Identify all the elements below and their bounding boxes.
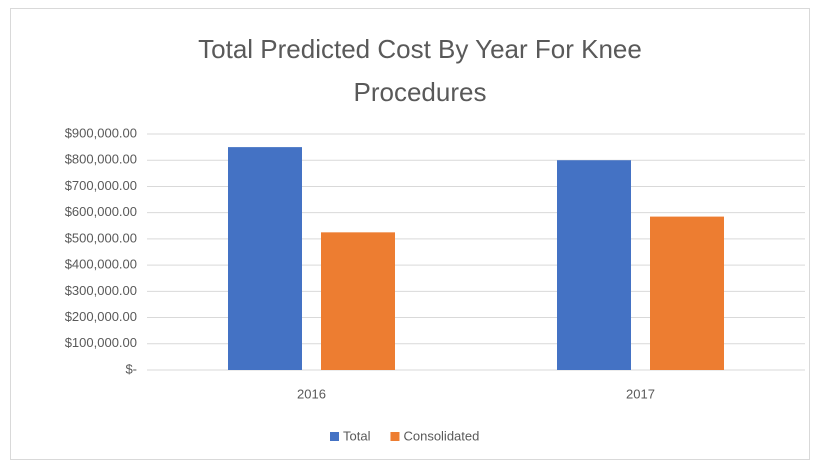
y-tick-label: $- — [125, 361, 137, 376]
bar — [557, 160, 631, 370]
bar — [228, 147, 302, 370]
y-tick-label: $900,000.00 — [65, 125, 137, 140]
bar — [321, 232, 395, 370]
y-tick-label: $300,000.00 — [65, 283, 137, 298]
y-tick-label: $800,000.00 — [65, 152, 137, 167]
bar — [650, 216, 724, 370]
y-tick-label: $200,000.00 — [65, 309, 137, 324]
x-tick-label: 2017 — [626, 386, 655, 401]
y-tick-label: $500,000.00 — [65, 230, 137, 245]
x-tick-label: 2016 — [297, 386, 326, 401]
y-tick-label: $100,000.00 — [65, 335, 137, 350]
legend-swatch — [330, 432, 339, 441]
legend-label: Consolidated — [403, 428, 479, 443]
legend-swatch — [390, 432, 400, 441]
chart-frame — [10, 8, 810, 460]
y-tick-label: $700,000.00 — [65, 178, 137, 193]
y-tick-label: $400,000.00 — [65, 257, 137, 272]
legend-label: Total — [343, 428, 371, 443]
chart-title: Total Predicted Cost By Year For Knee Pr… — [198, 34, 642, 107]
y-tick-label: $600,000.00 — [65, 204, 137, 219]
